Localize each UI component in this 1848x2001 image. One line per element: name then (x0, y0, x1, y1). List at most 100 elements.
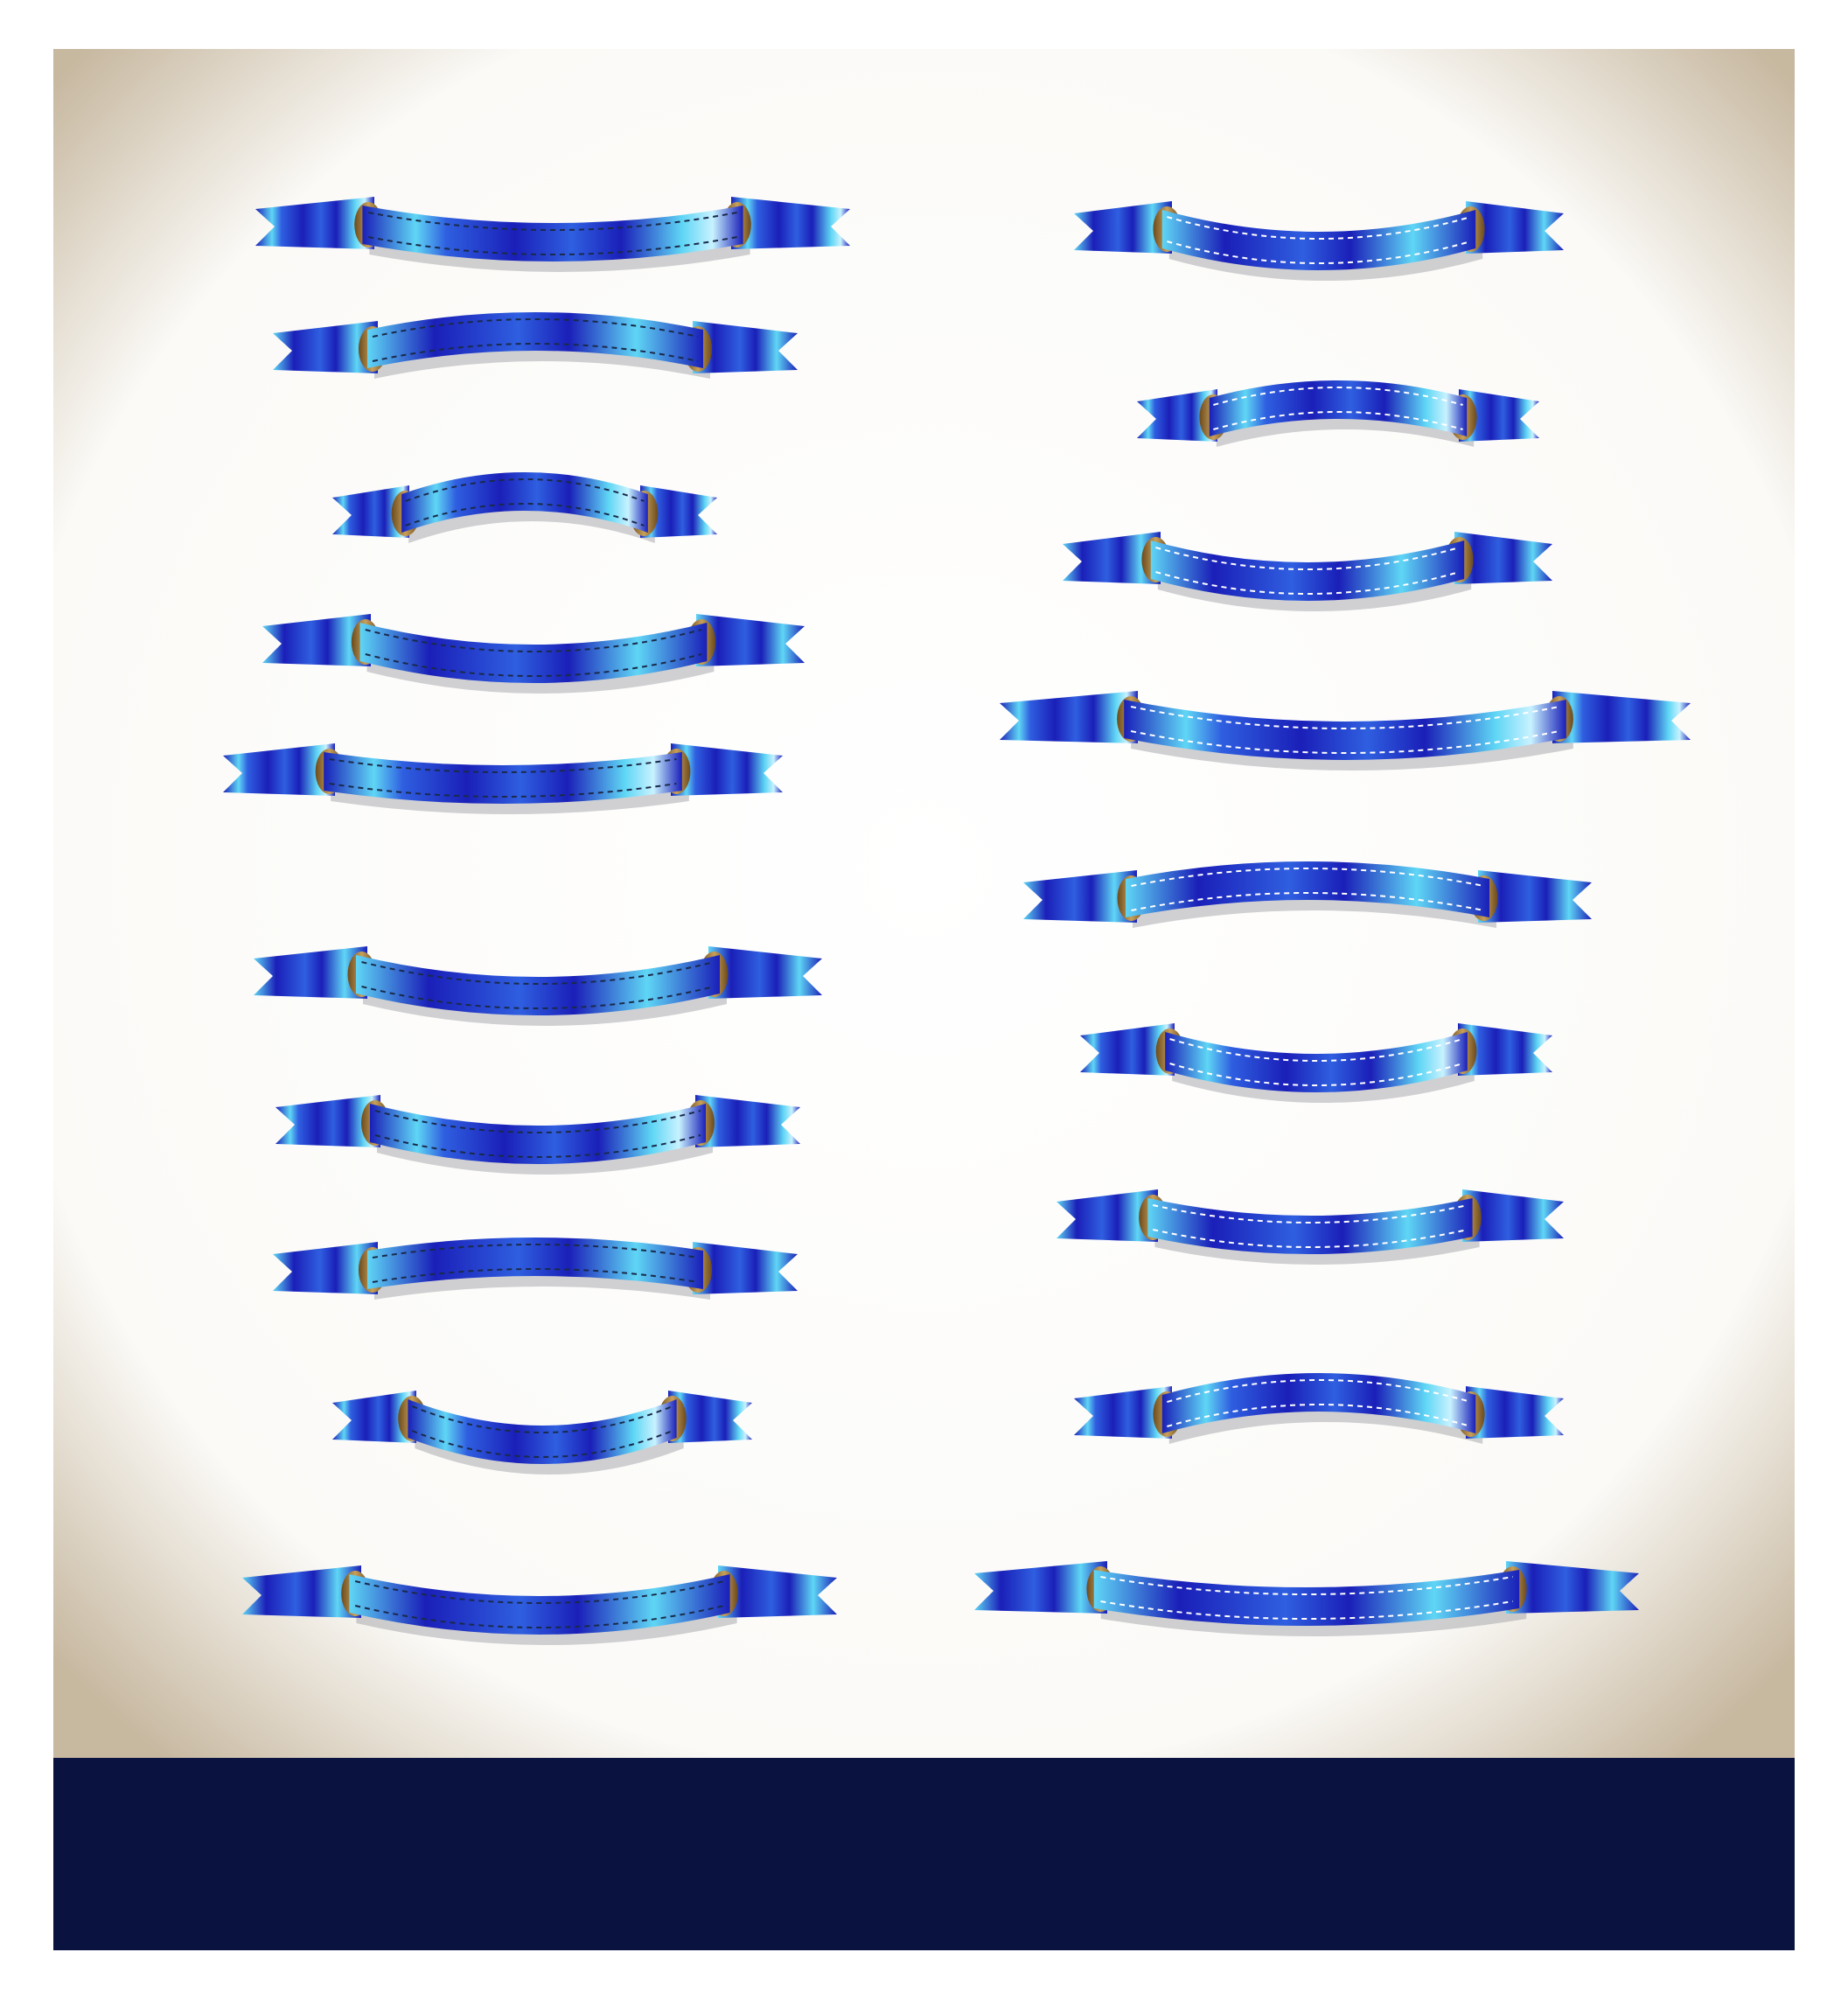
ribbon-tail-right (1552, 691, 1691, 743)
ribbon-tail-right (1466, 201, 1564, 254)
ribbon-banner-scroll-up-light (1074, 1373, 1564, 1444)
ribbon-tail-left (242, 1565, 361, 1618)
ribbon-body (356, 955, 720, 1015)
ribbon-body (408, 1399, 677, 1464)
ribbon-body (362, 206, 743, 261)
ribbon-body (349, 1574, 730, 1635)
ribbon-banner-smile-gold (1137, 380, 1539, 447)
ribbon-tail-right (696, 614, 805, 666)
ribbon-stitch (411, 1430, 673, 1458)
ribbon-tail-left (332, 485, 409, 538)
ribbon-banner-wave-gold-light (1080, 1023, 1552, 1103)
ribbon-banner-wave-rolled-light (1063, 532, 1552, 611)
ribbon-banner-curled-double (255, 197, 850, 272)
ribbon-banner-scroll-up (332, 472, 717, 543)
ribbon-tail-left (254, 946, 367, 999)
ribbon-banner-arch-scroll (332, 1391, 752, 1475)
ribbon-tail-left (273, 1242, 378, 1294)
ribbon-stitch (1167, 216, 1471, 240)
ribbon-body (1150, 540, 1465, 601)
ribbon-body (1161, 210, 1476, 270)
ribbon-stitch (372, 1244, 699, 1258)
ribbon-tail-right (1462, 1189, 1564, 1242)
ribbon-tail-right (668, 1391, 752, 1443)
ribbon-body (367, 1238, 703, 1289)
ribbon-body (324, 752, 682, 804)
ribbon-stitch (372, 343, 699, 362)
ribbon-body (1124, 700, 1566, 760)
ribbon-banner-curled-double-light (974, 1561, 1639, 1636)
ribbon-tail-left (1074, 1386, 1172, 1439)
ribbon-stitch (329, 758, 677, 773)
ribbon-tail-left (1080, 1023, 1175, 1076)
ribbon-stitch (1131, 868, 1484, 887)
ribbon-banner-wave-forked-light (1000, 691, 1691, 770)
ribbon-stitch (1100, 1576, 1513, 1595)
ribbon-tail-left (273, 321, 378, 373)
ribbon-tail-right (1466, 1386, 1564, 1439)
ribbon-tail-left (1023, 870, 1137, 923)
ribbon-tail-right (731, 197, 850, 249)
ribbon-stitch (368, 212, 737, 231)
ribbon-stitch (1131, 892, 1484, 911)
ribbon-stitch (1152, 1204, 1468, 1224)
ribbon-body (359, 623, 708, 683)
ribbon-stitch (405, 478, 645, 502)
ribbon-stitch (1130, 706, 1560, 729)
ribbon-body (1161, 1373, 1476, 1433)
ribbon-stitch (354, 1580, 725, 1604)
ribbon-tail-left (1137, 389, 1217, 442)
ribbon-banner-wave-rolled (275, 1095, 800, 1175)
ribbon-tail-right (671, 743, 783, 796)
ribbon-stitch (1155, 571, 1460, 595)
ribbon-stitch (1167, 241, 1471, 264)
ribbon-stitch (372, 1268, 699, 1283)
ribbon-stitch (405, 503, 645, 526)
ribbon-tail-right (1458, 1023, 1552, 1076)
ribbon-tail-left (262, 614, 371, 666)
ribbon-tail-left (1056, 1189, 1158, 1242)
ribbon-body (367, 312, 703, 368)
ribbon-stitch (368, 236, 737, 255)
ribbon-stitch (354, 1605, 725, 1628)
ribbon-tail-right (640, 485, 717, 538)
ribbon-loop (223, 743, 783, 814)
ribbon-body (1165, 1032, 1468, 1092)
ribbon-tail-right (708, 946, 822, 999)
ribbon-stitch (1100, 1600, 1513, 1620)
footer-band (53, 1758, 1795, 1950)
ribbon-tail-left (255, 197, 374, 249)
ribbon-tail-right (1506, 1561, 1639, 1614)
ribbon-loop-light (1023, 861, 1592, 928)
ribbon-tail-left (275, 1095, 380, 1147)
ribbon-tail-right (1478, 870, 1592, 923)
ribbon-stitch (374, 1110, 701, 1133)
ribbon-tail-right (695, 1095, 800, 1147)
ribbon-body (370, 1104, 706, 1164)
ribbon-tail-left (223, 743, 335, 796)
ribbon-stitch (1152, 1229, 1468, 1248)
ribbon-tail-right (718, 1565, 837, 1618)
ribbon-tail-left (332, 1391, 416, 1443)
ribbon-stitch (1167, 1379, 1471, 1403)
ribbon-tail-left (974, 1561, 1107, 1614)
ribbon-stitch (361, 961, 715, 985)
ribbon-body (1209, 380, 1468, 436)
ribbon-stitch (1167, 1404, 1471, 1427)
ribbon-banner-curled-double-2 (242, 1565, 837, 1645)
ribbon-banner-wave-gold (262, 614, 805, 694)
ribbon-tail-right (1454, 532, 1552, 584)
ribbon-stitch (372, 318, 699, 338)
ribbon-tail-left (1000, 691, 1138, 743)
ribbon-stitch (1169, 1038, 1463, 1062)
ribbon-stitch (1130, 730, 1560, 754)
ribbon-stitch (1169, 1063, 1463, 1086)
ribbon-stitch (361, 986, 715, 1009)
ribbon-banner-arch-gold (1056, 1189, 1564, 1265)
ribbon-body (1147, 1198, 1473, 1254)
ribbon-banner-wave-forked (254, 946, 822, 1026)
ribbon-stitch (411, 1405, 673, 1433)
ribbon-tail-right (693, 321, 798, 373)
ribbon-tail-right (1459, 389, 1539, 442)
